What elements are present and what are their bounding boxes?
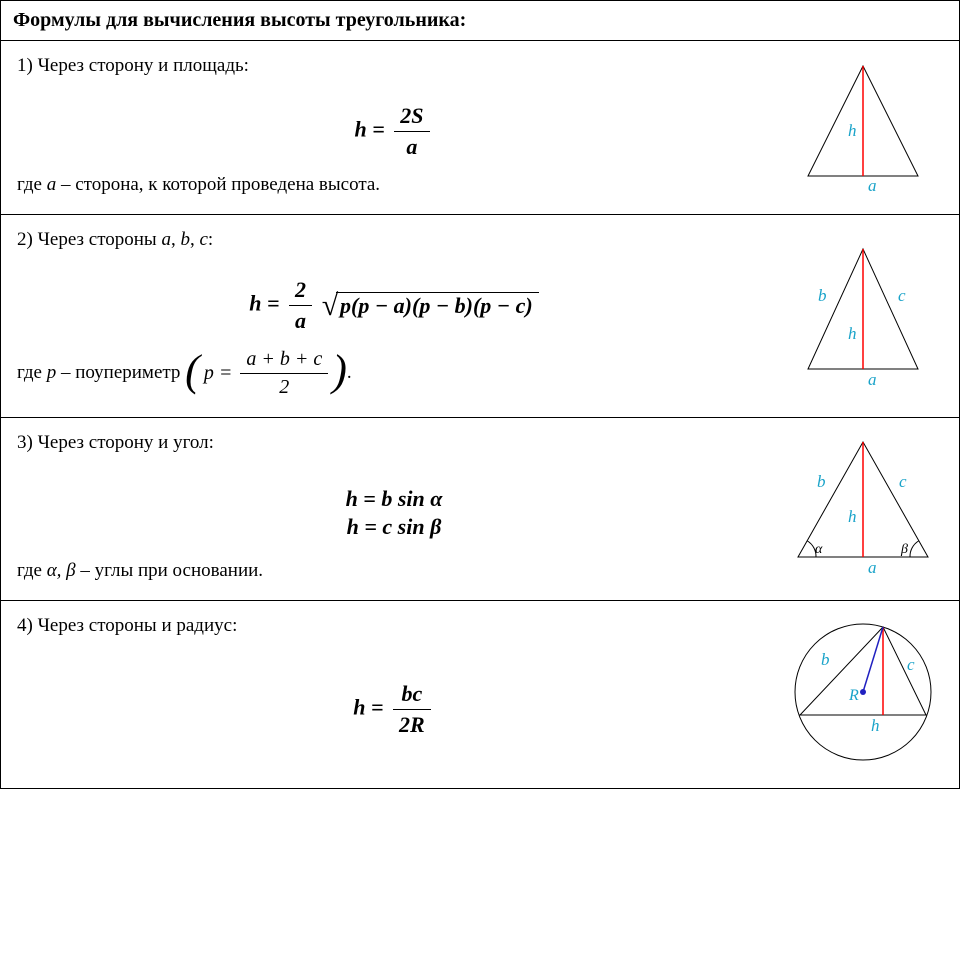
- fraction: 2S a: [394, 103, 429, 160]
- intro-text: 1) Через сторону и площадь:: [17, 55, 771, 77]
- note: где α, β – углы при основании.: [17, 560, 771, 582]
- section-area: 1) Через сторону и площадь: h = 2S a где…: [1, 41, 959, 215]
- section-angle: 3) Через сторону и угол: h = b sin α h =…: [1, 418, 959, 601]
- svg-text:h: h: [848, 507, 857, 526]
- intro-text: 2) Через стороны a, b, c:: [17, 229, 771, 251]
- fraction: bc 2R: [393, 681, 431, 738]
- diagram-area: h a: [783, 55, 943, 196]
- fraction: 2 a: [289, 277, 312, 334]
- semiperimeter: ( p = a + b + c 2 ): [185, 348, 347, 399]
- formula-table: Формулы для вычисления высоты треугольни…: [0, 0, 960, 789]
- diagram-radius: b c R h: [783, 615, 943, 770]
- svg-text:h: h: [848, 121, 857, 140]
- formula: h = bc 2R: [17, 681, 771, 738]
- triangle-radius-icon: b c R h: [783, 615, 943, 770]
- formula: h = 2S a: [17, 103, 771, 160]
- svg-text:c: c: [907, 655, 915, 674]
- section-content: 1) Через сторону и площадь: h = 2S a где…: [17, 55, 771, 196]
- intro-text: 3) Через сторону и угол:: [17, 432, 771, 454]
- note: где p – поупериметр ( p = a + b + c 2 ) …: [17, 348, 771, 399]
- svg-text:b: b: [818, 286, 827, 305]
- svg-text:b: b: [817, 472, 826, 491]
- section-radius: 4) Через стороны и радиус: h = bc 2R b c…: [1, 601, 959, 788]
- svg-text:c: c: [899, 472, 907, 491]
- formula-1: h = b sin α: [17, 486, 771, 512]
- svg-text:c: c: [898, 286, 906, 305]
- intro-text: 4) Через стороны и радиус:: [17, 615, 771, 637]
- section-content: 2) Через стороны a, b, c: h = 2 a √ p(p …: [17, 229, 771, 399]
- svg-text:a: a: [868, 558, 877, 577]
- diagram-angle: b c h α β a: [783, 432, 943, 582]
- section-content: 4) Через стороны и радиус: h = bc 2R: [17, 615, 771, 770]
- svg-text:a: a: [868, 370, 877, 389]
- table-title: Формулы для вычисления высоты треугольни…: [1, 1, 959, 41]
- svg-text:h: h: [848, 324, 857, 343]
- triangle-angle-icon: b c h α β a: [783, 432, 943, 582]
- svg-text:R: R: [848, 687, 859, 704]
- note: где a – сторона, к которой проведена выс…: [17, 174, 771, 196]
- triangle-sides-icon: b c h a: [788, 239, 938, 389]
- svg-text:a: a: [868, 176, 877, 195]
- triangle-area-icon: h a: [788, 56, 938, 196]
- svg-text:β: β: [900, 542, 908, 557]
- sqrt: √ p(p − a)(p − b)(p − c): [322, 292, 539, 319]
- section-sides: 2) Через стороны a, b, c: h = 2 a √ p(p …: [1, 215, 959, 418]
- svg-text:h: h: [871, 716, 880, 735]
- svg-text:b: b: [821, 650, 830, 669]
- formula: h = 2 a √ p(p − a)(p − b)(p − c): [17, 277, 771, 334]
- section-content: 3) Через сторону и угол: h = b sin α h =…: [17, 432, 771, 582]
- diagram-sides: b c h a: [783, 229, 943, 399]
- formula-2: h = c sin β: [17, 514, 771, 540]
- svg-text:α: α: [815, 542, 823, 557]
